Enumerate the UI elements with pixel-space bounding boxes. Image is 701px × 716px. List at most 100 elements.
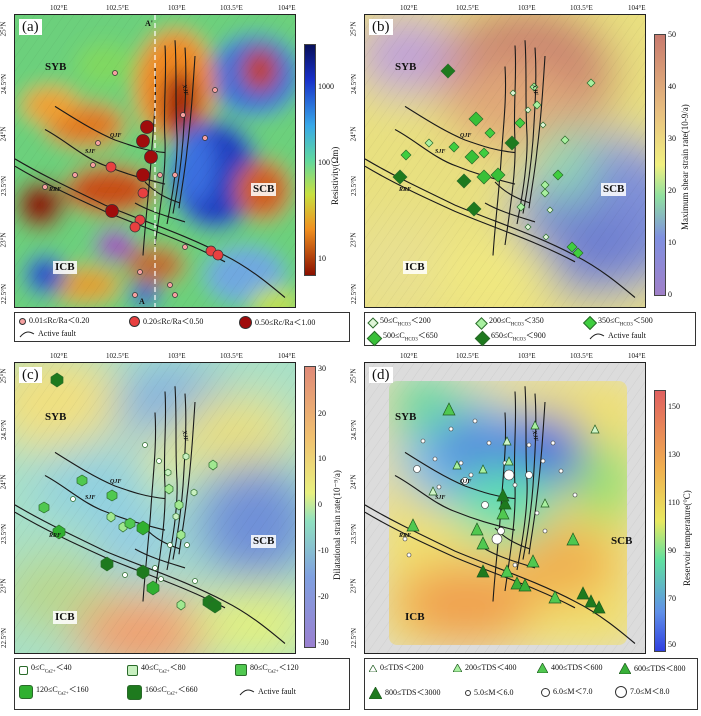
lon-tick: 103.5°E [220,352,243,360]
legend-subscript: Ca2+ [158,669,170,675]
legend-text: 160≤C [145,685,167,695]
fault-label-sjf: SJF [435,495,446,501]
lon-tick: 103°E [168,4,186,12]
lat-tick: 24.5°N [0,419,9,441]
diamond-icon [366,330,383,347]
resistivity-map: (a) SYB SCB ICB QJF SJF RRF XJF A' A [14,14,296,308]
colorbar-tick: 150 [668,402,680,411]
fault-label-rrf: RRF [399,533,412,539]
legend-text: ＜160 [68,685,89,694]
block-label-scb: SCB [251,183,277,196]
legend-text: 400≤TDS＜600 [551,663,603,672]
colorbar-temperature [654,390,666,652]
panel-d: 102°E 102.5°E 103°E 103.5°E 104°E 25°N 2… [349,350,701,716]
legend-item: Active fault [589,331,646,341]
colorbar-tick: 70 [668,594,676,603]
lat-tick: 23.5°N [0,523,9,545]
fault-line-icon [589,333,605,340]
legend-text: Active fault [38,329,76,338]
lat-tick: 23°N [0,578,8,594]
legend-text: ＜350 [523,316,544,325]
colorbar-title: Reservoir temperature(°C) [682,490,692,586]
colorbar-tick: 30 [318,364,326,373]
legend-text: 0.50≤Rc/Ra＜1.00 [255,317,316,327]
colorbar-tick: 10 [668,238,676,247]
lat-tick: 24°N [0,474,8,490]
block-label-syb: SYB [45,61,67,73]
block-label-scb: SCB [601,183,627,196]
legend-item: 160≤CCa2+＜660 [127,685,198,700]
legend-item: 40≤CCa2+＜80 [127,663,186,678]
legend-text: 650≤C [491,331,513,340]
lat-tick: 23.5°N [0,175,9,197]
colorbar-tick: 40 [668,82,676,91]
legend-text: 0≤C [31,663,45,672]
triangle-icon [537,663,548,673]
colorbar-tick: -30 [318,638,329,647]
lat-tick: 24.5°N [0,73,9,95]
circle-icon [465,690,471,696]
fault-label-qjf: QJF [110,133,122,139]
panel-label: (d) [369,367,393,383]
legend-item: 650≤CHCO3＜900 [474,330,546,347]
panel-c: 102°E 102.5°E 103°E 103.5°E 104°E 25°N 2… [0,350,350,716]
lat-tick: 25°N [349,368,358,384]
legend-item: Active fault [239,687,296,697]
lat-tick: 23.5°N [350,523,359,545]
colorbar-tick: -20 [318,592,329,601]
legend-text: Active fault [258,687,296,696]
circle-icon [615,686,627,698]
legend-item: 50≤CHCO3＜200 [367,316,431,331]
legend-c: 0≤CCa2+＜40 40≤CCa2+＜80 80≤CCa2+＜120 120≤… [14,658,350,710]
legend-item: 0.01≤Rc/Ra＜0.20 [19,316,89,326]
lat-tick: 23°N [0,232,8,248]
triangle-icon [453,664,462,672]
fault-label-sjf: SJF [435,149,446,155]
legend-text: 800≤TDS＜3000 [385,688,441,697]
lat-tick: 23°N [349,232,358,248]
shear-strain-map: (b) SYB SCB ICB QJF SJF RRF XJF [364,14,646,308]
block-label-icb: ICB [53,261,77,274]
fault-label-rrf: RRF [49,533,62,539]
fault-label-rrf: RRF [49,187,62,193]
lat-tick: 24°N [0,126,8,142]
lon-tick: 103.5°E [570,4,593,12]
colorbar-title: Dilatational strain rate(10⁻⁹/a) [332,470,342,580]
colorbar-tick: 20 [668,186,676,195]
colorbar-tick: 130 [668,450,680,459]
legend-item: 6.0≤M＜7.0 [541,687,593,697]
legend-text: 5.0≤M＜6.0 [474,688,514,697]
colorbar-tick: -10 [318,546,329,555]
legend-text: ＜900 [525,331,546,340]
legend-subscript: Ca2+ [44,669,56,675]
legend-subscript: HCO3 [404,337,418,343]
legend-text: 600≤TDS＜800 [634,663,686,673]
hexagon-icon [19,665,28,675]
legend-text: Active fault [608,331,646,340]
block-label-syb: SYB [395,411,417,423]
block-label-scb: SCB [611,535,633,547]
lon-tick: 102.5°E [106,352,129,360]
legend-text: ＜650 [417,331,438,340]
legend-item: 0≤CCa2+＜40 [19,663,72,678]
block-label-scb: SCB [251,535,277,548]
lat-tick: 22.5°N [350,627,359,649]
fault-label-qjf: QJF [460,133,472,139]
legend-text: 80≤C [250,663,268,672]
lon-tick: 103°E [168,352,186,360]
legend-subscript: HCO3 [619,322,633,328]
hexagon-icon [19,685,33,700]
legend-a: 0.01≤Rc/Ra＜0.20 0.20≤Rc/Ra＜0.50 0.50≤Rc/… [14,312,350,342]
legend-b: 50≤CHCO3＜200 200≤CHCO3＜350 350≤CHCO3＜500… [364,312,696,347]
diamond-icon [475,316,488,330]
legend-text: 0.01≤Rc/Ra＜0.20 [29,316,90,325]
diamond-icon [474,330,491,347]
fault-label-rrf: RRF [399,187,412,193]
lat-tick: 24°N [349,126,358,142]
legend-subscript: Ca2+ [57,691,69,697]
legend-text: ＜200 [410,316,431,325]
lat-tick: 24°N [349,474,358,490]
fault-label-qjf: QJF [460,479,472,485]
legend-text: 6.0≤M＜7.0 [553,687,593,696]
triangle-icon [619,663,631,674]
